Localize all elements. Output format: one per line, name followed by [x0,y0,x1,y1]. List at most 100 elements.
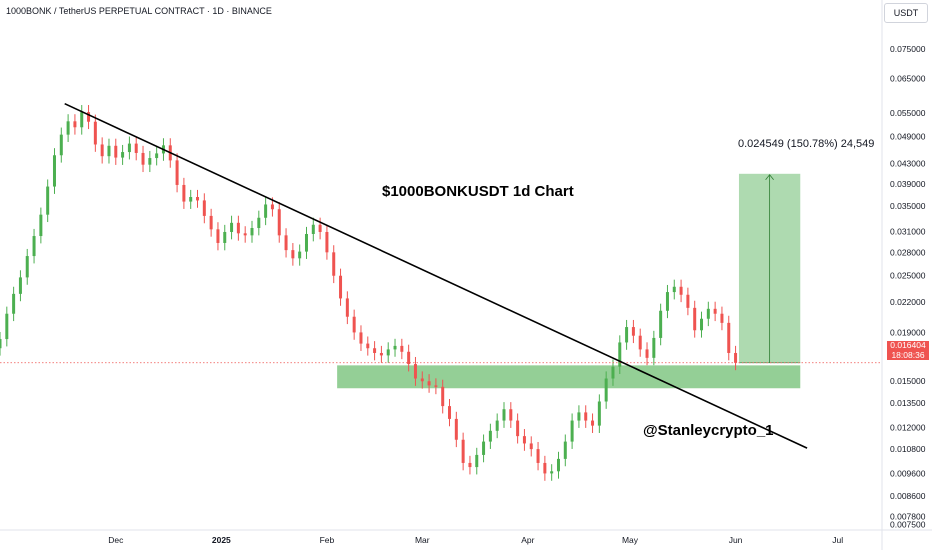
candle-body [638,335,642,350]
candle-body [148,158,152,165]
candle-body [686,294,690,308]
candle-body [529,443,533,450]
candle-body [25,256,29,278]
candle-body [264,204,268,218]
candle-body [407,351,411,365]
candle-body [625,327,629,343]
candle-body [202,200,206,216]
time-tick-label: Dec [108,535,124,545]
author-handle: @Stanleycrypto_1 [643,422,774,439]
candle-body [604,378,608,402]
candle-body [550,471,554,474]
candle-body [461,439,465,463]
candle-body [270,204,274,210]
candle-body [284,235,288,251]
candle-body [141,152,145,165]
time-tick-label: Apr [521,535,534,545]
candle-body [304,233,308,252]
candle-body [720,313,724,323]
candle-body [631,327,635,336]
candle-body [223,231,227,243]
price-tick-label: 0.065000 [890,73,926,83]
candle-body [32,236,36,257]
line-layer [0,102,882,449]
candle-body [448,406,452,419]
currency-button[interactable]: USDT [884,3,928,23]
descending-trendline [64,102,808,449]
candle-body [318,224,322,232]
candle-body [700,318,704,331]
price-tick-label: 0.022000 [890,297,926,307]
candle-body [298,251,302,259]
time-tick-label: 2025 [212,535,231,545]
candle-body [257,217,261,229]
price-tick-label: 0.049000 [890,132,926,142]
candle-body [563,441,567,459]
candle-body [0,339,2,349]
candle-body [325,231,329,253]
candle-body [482,441,486,455]
candle-body [509,409,513,421]
candle-body [5,313,9,340]
candle-body [488,430,492,442]
candle-body [100,144,104,157]
candle-body [243,233,247,236]
price-tick-label: 0.013500 [890,398,926,408]
candle-body [475,454,479,468]
candle-body [332,252,336,276]
price-tick-label: 0.012000 [890,422,926,432]
price-tick-label: 0.075000 [890,44,926,54]
candle-body [420,378,424,382]
candle-body [155,153,159,159]
candle-body [59,134,63,156]
candle-body [543,462,547,474]
candle-body [379,352,383,356]
candle-body [495,420,499,431]
price-tick-label: 0.010800 [890,444,926,454]
candle-body [618,342,622,367]
candle-body [175,160,179,185]
candle-body [665,292,669,311]
candle-body [209,215,213,230]
candle-body [39,214,43,237]
price-tick-label: 0.009600 [890,468,926,478]
price-tick-label: 0.055000 [890,108,926,118]
candle-body [134,143,138,153]
candle-body [127,143,131,153]
last-price-value: 0.016404 [890,340,926,350]
candle-body [366,343,370,349]
candle-body [196,197,200,201]
candle-body [73,121,77,128]
price-tick-label: 0.008600 [890,491,926,501]
candle-body [454,418,458,440]
candle-body [107,145,111,157]
candle-body [734,352,738,363]
candle-body [713,308,717,314]
time-tick-label: Mar [415,535,430,545]
candle-body [80,112,84,128]
candle-layer [0,105,738,481]
candle-body [522,436,526,444]
candle-body [693,307,697,331]
candle-body [577,412,581,421]
candle-body [250,228,254,236]
candle-body [339,275,343,299]
candle-body [706,308,710,319]
price-tick-label: 0.035000 [890,201,926,211]
candle-body [359,332,363,344]
candle-body [659,310,663,338]
price-tick-label: 0.043000 [890,159,926,169]
symbol-header: 1000BONK / TetherUS PERPETUAL CONTRACT ·… [6,6,272,16]
time-axis[interactable]: Dec 2025 Feb Mar Apr May Jun Jul [108,535,843,545]
candle-body [345,298,349,317]
candle-body [277,209,281,236]
candle-body [441,386,445,407]
price-tick-label: 0.031000 [890,226,926,236]
chart-title: $1000BONKUSDT 1d Chart [382,183,574,200]
candle-body [570,420,574,442]
candle-body [12,293,16,314]
candle-body [536,449,540,463]
